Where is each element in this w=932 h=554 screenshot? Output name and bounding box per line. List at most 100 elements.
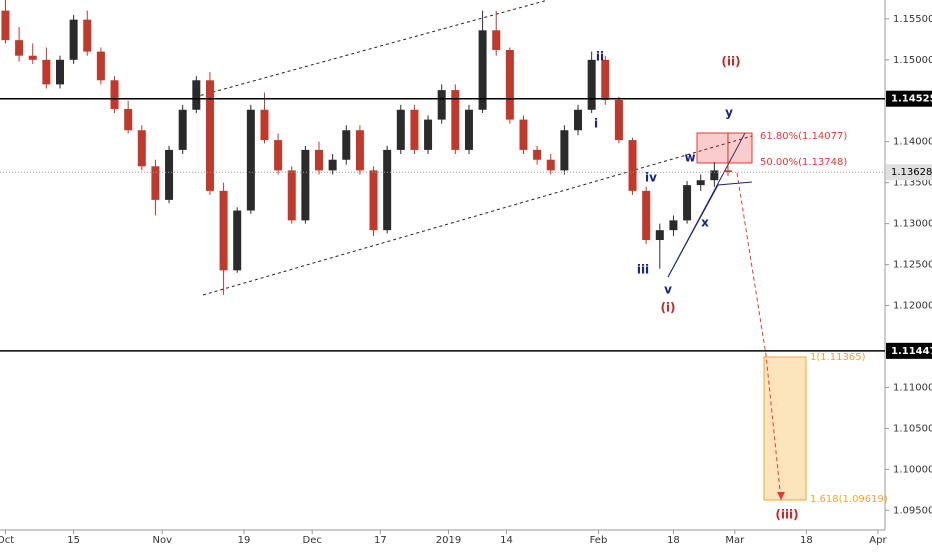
candle-body	[287, 170, 296, 221]
candle-body	[233, 210, 242, 271]
y-tick-label: 1.10000	[893, 464, 932, 475]
y-tick-label: 1.10500	[893, 423, 932, 434]
candle-body	[1, 10, 10, 41]
candle-body	[546, 159, 555, 171]
y-tick-label: 1.09500	[893, 505, 932, 516]
y-tick-label: 1.14000	[893, 137, 932, 148]
candle-body	[437, 90, 446, 120]
y-tick-label: 1.15000	[893, 55, 932, 66]
annotation: y	[725, 106, 733, 120]
candle-body	[192, 80, 201, 110]
candle-body	[315, 149, 324, 171]
candle-body	[642, 190, 651, 241]
candle-body	[55, 59, 64, 85]
candle-body	[151, 166, 160, 200]
candle-body	[15, 40, 24, 56]
candle-body	[696, 180, 705, 186]
candle-body	[383, 149, 392, 231]
x-tick-label: Feb	[590, 535, 608, 546]
x-tick-label: Mar	[725, 535, 745, 546]
candle-body	[110, 80, 119, 109]
price-label: 1.11447	[891, 346, 932, 357]
candle-body	[655, 230, 664, 241]
candle-body	[492, 30, 501, 50]
arrow-head	[777, 492, 785, 500]
annotation: 50.00%(1.13748)	[760, 157, 847, 168]
candle-body	[96, 51, 105, 81]
candle-body	[165, 149, 174, 200]
x-tick-label: 18	[800, 535, 813, 546]
x-tick-label: Nov	[152, 535, 172, 546]
annotation: w	[684, 151, 695, 165]
x-tick-label: Apr	[869, 535, 887, 546]
x-tick-label: Dec	[303, 535, 322, 546]
x-tick-label: 19	[238, 535, 251, 546]
annotation: 61.80%(1.14077)	[760, 131, 847, 142]
candle-body	[505, 49, 514, 120]
candle-body	[260, 109, 269, 141]
y-tick-label: 1.13500	[893, 178, 932, 189]
candle-body	[587, 59, 596, 110]
candle-body	[274, 140, 283, 171]
candle-body	[69, 19, 78, 60]
candle-body	[601, 59, 610, 100]
candle-body	[574, 109, 583, 131]
candle-body	[669, 220, 678, 231]
candle-body	[205, 80, 214, 191]
annotation: iv	[645, 171, 657, 185]
price-label-box	[886, 342, 932, 359]
candle-body	[219, 190, 228, 271]
candle-body	[533, 149, 542, 160]
candle-body	[451, 90, 460, 150]
x-tick-label: 2019	[436, 535, 461, 546]
wave-line	[667, 181, 753, 278]
candle-body	[42, 59, 51, 85]
candle-body	[124, 108, 133, 131]
price-label: 1.14525	[891, 94, 932, 105]
x-tick-label: Oct	[0, 535, 14, 546]
fib-zone	[696, 132, 753, 164]
candle-body	[342, 130, 351, 160]
candle-body	[410, 109, 419, 150]
annotation: (iii)	[775, 508, 798, 522]
candle-body	[246, 109, 255, 211]
candle-body	[83, 19, 92, 52]
annotation: x	[701, 216, 709, 230]
candle-body	[519, 119, 528, 150]
candle-body	[464, 109, 473, 150]
annotation: i	[594, 117, 598, 131]
candle-body	[683, 185, 692, 221]
candle-body	[628, 140, 637, 191]
candle-body	[478, 30, 487, 110]
candle-body	[28, 55, 37, 60]
annotation: 1.618(1.09619)	[810, 494, 888, 505]
annotation: 1(1.11365)	[810, 352, 866, 363]
annotation: (ii)	[721, 55, 740, 69]
y-tick-label: 1.11000	[893, 382, 932, 393]
y-tick-label: 1.15500	[893, 14, 932, 25]
channel-upper	[194, 0, 549, 98]
price-label-box	[886, 90, 932, 107]
candle-body	[178, 109, 187, 150]
y-tick-label: 1.12000	[893, 301, 932, 312]
candle-body	[355, 130, 364, 171]
candle-body	[396, 109, 405, 150]
candle-body	[301, 149, 310, 221]
last-price-label: 1.13628	[891, 167, 932, 178]
channel-lower	[202, 135, 753, 296]
candle-body	[614, 99, 623, 141]
last-price-box	[886, 164, 932, 181]
candle-body	[137, 130, 146, 167]
candle-body	[560, 130, 569, 171]
x-tick-label: 14	[500, 535, 513, 546]
candle-body	[710, 170, 719, 181]
y-tick-label: 1.12500	[893, 260, 932, 271]
y-tick-label: 1.13000	[893, 219, 932, 230]
annotation: (i)	[660, 301, 675, 315]
projection-arrow	[736, 172, 782, 501]
annotation: iii	[637, 263, 649, 277]
x-tick-label: 15	[67, 535, 80, 546]
x-tick-label: 18	[667, 535, 680, 546]
annotation: ii	[596, 50, 604, 64]
